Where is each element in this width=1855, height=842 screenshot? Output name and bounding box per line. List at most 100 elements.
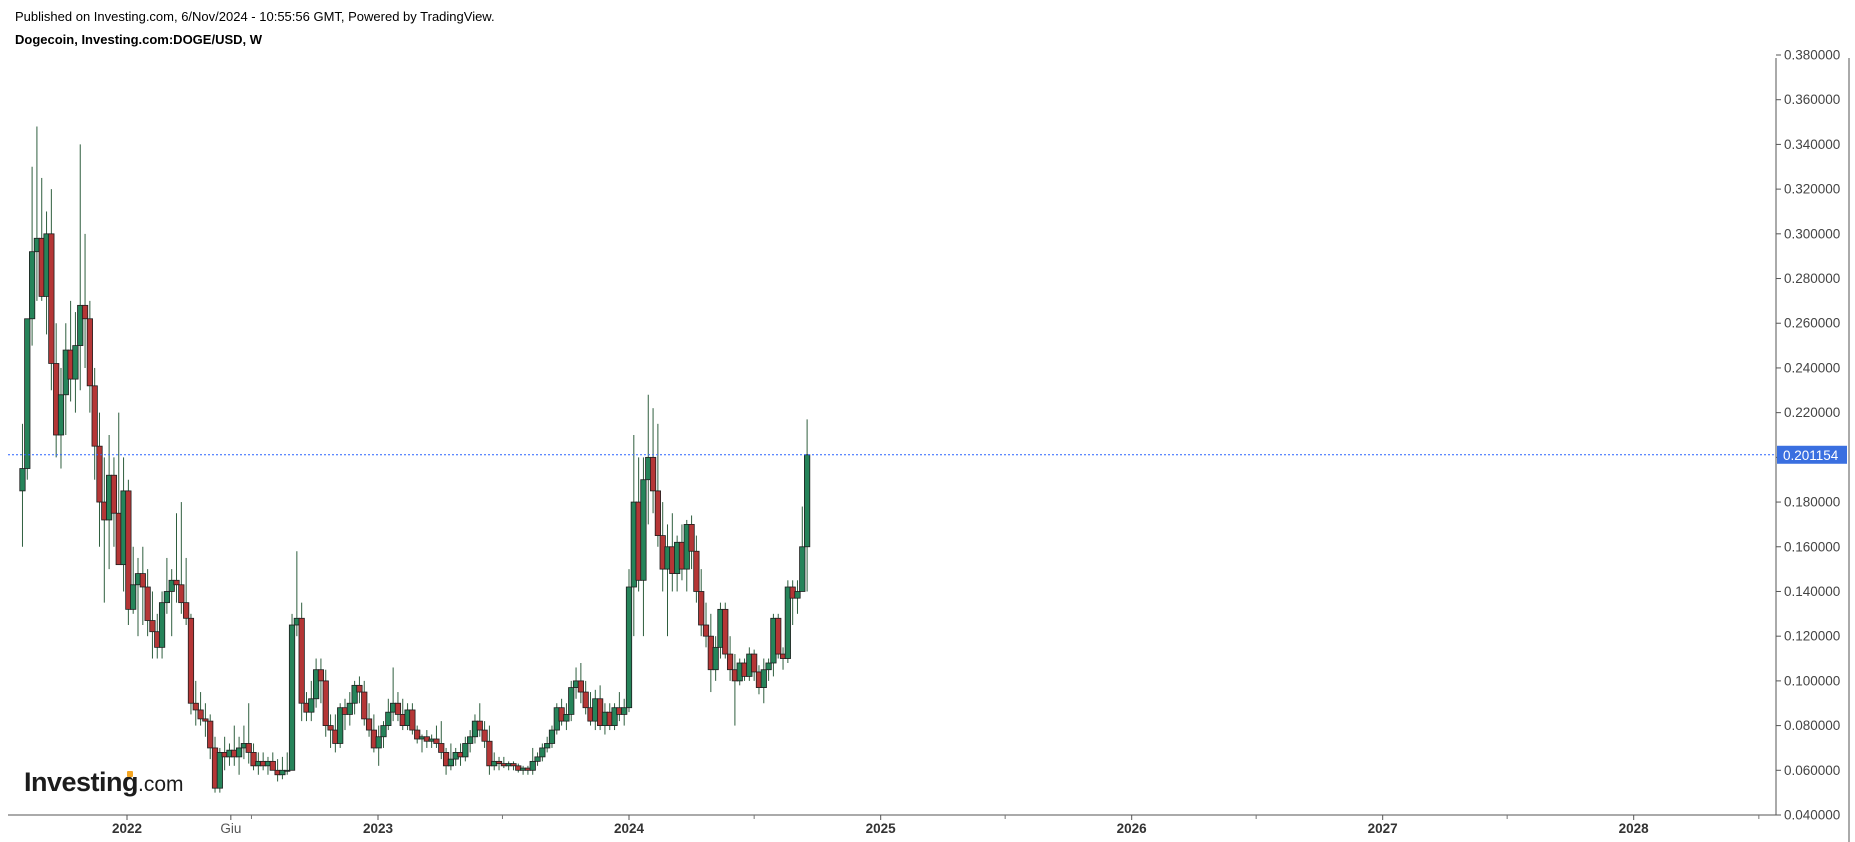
candle	[235, 736, 243, 775]
candle	[231, 725, 238, 766]
candle	[447, 743, 454, 771]
candle	[284, 752, 291, 775]
candle-body	[765, 662, 772, 671]
candle-body	[298, 617, 305, 704]
candle	[313, 658, 320, 708]
y-tick-label: 0.080000	[1784, 718, 1840, 733]
candle-body	[625, 586, 633, 709]
candle	[183, 557, 190, 625]
candle	[722, 602, 729, 659]
logo-dot-icon	[127, 771, 133, 777]
y-tick-label: 0.300000	[1784, 226, 1840, 241]
candle	[784, 580, 791, 663]
candle	[250, 743, 257, 771]
candle	[438, 721, 445, 760]
x-tick-label: 2024	[614, 821, 645, 836]
candle-body	[495, 760, 503, 764]
candle-body	[158, 602, 166, 648]
current-price-tag	[1777, 445, 1847, 464]
candle	[48, 189, 55, 391]
candle-body	[481, 729, 488, 742]
candle-body	[202, 718, 209, 722]
candle	[385, 698, 392, 731]
candle	[96, 412, 103, 547]
candle-body	[216, 752, 223, 789]
candle-body	[77, 304, 84, 346]
candle	[794, 580, 801, 614]
candle-body	[96, 445, 103, 503]
candle-body	[751, 653, 758, 673]
candle	[804, 419, 811, 592]
candle-body	[81, 304, 89, 320]
candle	[481, 721, 488, 748]
candle-body	[688, 524, 695, 552]
candle	[192, 680, 199, 726]
candle	[86, 300, 93, 413]
candle	[57, 367, 65, 469]
candle-body	[611, 707, 618, 726]
candle-body	[775, 617, 782, 655]
x-tick-label: 2028	[1619, 821, 1650, 836]
candle	[563, 703, 570, 731]
candle	[476, 703, 483, 737]
candle-body	[804, 454, 811, 548]
candle	[799, 506, 806, 592]
candle-body	[693, 550, 700, 592]
logo-main-text: Investing	[24, 767, 139, 797]
candle	[577, 663, 584, 704]
candle-body	[582, 691, 589, 709]
candle	[640, 457, 647, 637]
candle	[534, 752, 541, 766]
candle-body	[288, 624, 296, 771]
candle	[356, 676, 363, 704]
candle	[216, 747, 223, 793]
candle-body	[539, 747, 546, 758]
candle	[19, 423, 26, 547]
candle-body	[447, 758, 454, 767]
candle-body	[130, 584, 137, 610]
candle	[346, 692, 353, 726]
candle-body	[269, 760, 276, 771]
y-tick-label: 0.320000	[1784, 182, 1840, 197]
candle-body	[799, 546, 806, 592]
candle	[751, 649, 758, 681]
candle	[245, 703, 252, 764]
candle	[409, 703, 416, 735]
candle	[467, 730, 474, 753]
candle-body	[235, 747, 243, 758]
candle	[625, 569, 633, 713]
candle	[298, 602, 305, 722]
candle	[433, 725, 440, 748]
candle-body	[279, 769, 286, 776]
candle-body	[621, 707, 628, 715]
candle-body	[125, 490, 132, 610]
candle-body	[72, 345, 79, 380]
candle-body	[544, 743, 551, 749]
candle	[726, 636, 734, 681]
candle-body	[529, 760, 536, 771]
candle-body	[361, 691, 368, 720]
candle	[688, 515, 695, 570]
candle-body	[19, 468, 26, 492]
candle	[365, 703, 373, 737]
y-tick-label: 0.100000	[1784, 673, 1840, 688]
candle-body	[351, 684, 358, 704]
candle-body	[722, 608, 729, 655]
candle-body	[163, 591, 170, 604]
candle	[693, 535, 700, 603]
candle-body	[187, 617, 195, 704]
candle	[582, 680, 589, 715]
candle	[168, 569, 175, 637]
candle-body	[29, 251, 36, 320]
candle-body	[577, 680, 584, 693]
y-tick-label: 0.360000	[1784, 92, 1840, 107]
logo-sub-text: .com	[138, 773, 184, 796]
published-note: Published on Investing.com, 6/Nov/2024 -…	[15, 9, 495, 24]
x-tick-label: 2025	[866, 821, 897, 836]
candle-body	[173, 579, 180, 586]
candle	[361, 680, 368, 726]
candle-body	[308, 698, 315, 713]
candle	[125, 479, 132, 625]
candle-body	[568, 687, 575, 715]
candle	[760, 658, 767, 704]
